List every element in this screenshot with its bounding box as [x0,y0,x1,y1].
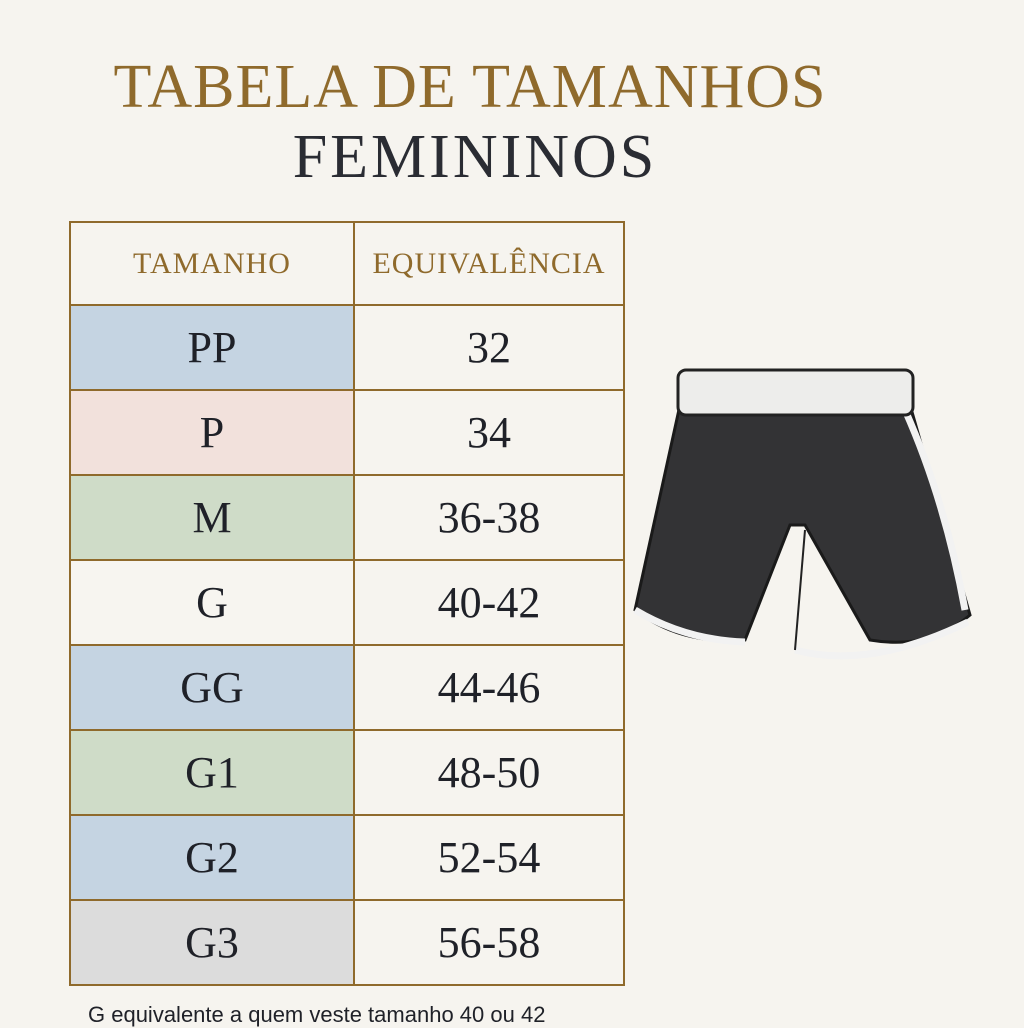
equivalence-cell: 52-54 [353,814,625,901]
table-row: PP 32 [69,304,625,391]
title-line-2: FEMININOS [292,123,658,191]
equivalence-cell: 32 [353,304,625,391]
size-note: G equivalente a quem veste tamanho 40 ou… [88,1002,546,1027]
table-row: G2 52-54 [69,814,625,901]
shorts-icon [633,368,972,660]
size-cell: P [69,389,355,476]
table-row: G1 48-50 [69,729,625,816]
size-cell: M [69,474,355,561]
equivalence-cell: 36-38 [353,474,625,561]
size-cell: G [69,559,355,646]
size-cell: G1 [69,729,355,816]
equivalence-cell: 40-42 [353,559,625,646]
size-cell: GG [69,644,355,731]
table-row: GG 44-46 [69,644,625,731]
table-row: M 36-38 [69,474,625,561]
header-size: TAMANHO [69,221,355,306]
size-cell: G3 [69,899,355,986]
table-row: G3 56-58 [69,899,625,986]
table-row: G 40-42 [69,559,625,646]
equivalence-cell: 34 [353,389,625,476]
size-table: TAMANHO EQUIVALÊNCIA PP 32 P 34 M 36-38 G 40-42… [69,221,625,986]
equivalence-cell: 44-46 [353,644,625,731]
equivalence-cell: 48-50 [353,729,625,816]
title-line-1: TABELA DE TAMANHOS [113,53,827,121]
table-row: P 34 [69,389,625,476]
header-equivalence: EQUIVALÊNCIA [353,221,625,306]
size-cell: G2 [69,814,355,901]
equivalence-cell: 56-58 [353,899,625,986]
size-cell: PP [69,304,355,391]
